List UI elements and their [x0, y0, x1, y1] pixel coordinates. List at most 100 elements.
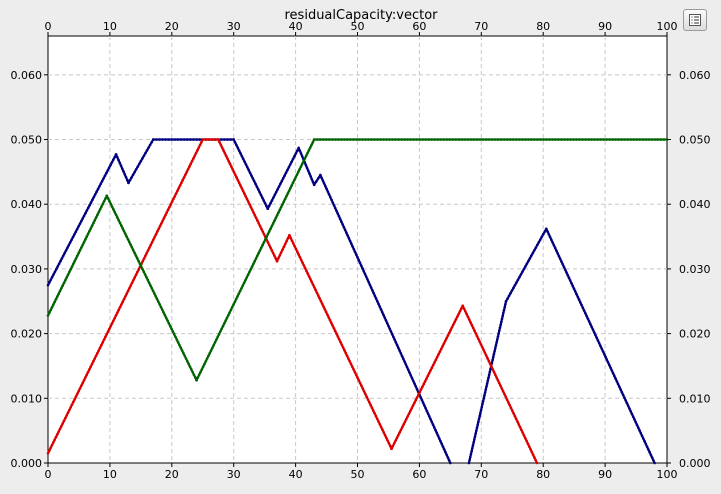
data-point — [204, 359, 208, 363]
data-point — [557, 254, 561, 258]
data-point — [370, 138, 373, 141]
data-point — [527, 445, 531, 448]
data-point — [274, 216, 278, 220]
data-point — [510, 409, 514, 412]
x-tick-label-top: 100 — [657, 20, 678, 33]
data-point — [511, 138, 515, 141]
data-point — [188, 365, 192, 368]
data-point — [388, 444, 392, 448]
data-point — [371, 409, 375, 412]
data-point — [412, 138, 415, 141]
data-point — [357, 379, 361, 382]
data-point — [270, 249, 274, 252]
data-point — [451, 138, 455, 141]
data-point — [312, 285, 316, 289]
data-point — [223, 151, 227, 155]
series-points-2 — [46, 138, 539, 465]
data-point — [458, 309, 462, 313]
data-point — [419, 395, 422, 399]
data-point — [414, 384, 417, 388]
data-point — [249, 205, 253, 209]
data-point — [333, 138, 337, 141]
data-point — [364, 392, 367, 396]
data-point — [144, 151, 147, 155]
data-point — [575, 138, 578, 141]
data-point — [133, 251, 136, 255]
data-point — [439, 138, 443, 141]
data-point — [424, 406, 427, 410]
data-point — [50, 443, 54, 447]
data-point — [226, 313, 230, 317]
data-point — [475, 426, 479, 430]
data-point — [327, 316, 330, 319]
data-point — [495, 376, 498, 379]
data-point — [653, 461, 656, 465]
data-point — [384, 319, 388, 322]
y-tick-label-right: 0.000 — [679, 457, 711, 470]
data-point — [578, 138, 581, 141]
data-point — [648, 450, 651, 454]
data-point — [129, 243, 132, 246]
data-point — [88, 368, 91, 371]
y-tick-label-right: 0.050 — [679, 134, 711, 147]
data-point — [372, 291, 375, 295]
data-point — [95, 190, 98, 194]
data-point — [225, 316, 229, 320]
data-point — [241, 284, 245, 287]
data-point — [363, 272, 367, 276]
series-points-1 — [467, 227, 656, 465]
data-point — [121, 227, 124, 230]
data-point — [77, 389, 80, 393]
data-point — [198, 138, 201, 141]
data-point — [425, 377, 428, 380]
data-point — [484, 138, 488, 141]
data-point — [447, 458, 451, 462]
data-point — [239, 184, 242, 187]
data-point — [442, 138, 446, 141]
data-point — [81, 217, 85, 220]
data-point — [46, 283, 50, 287]
data-point — [488, 370, 492, 374]
data-point — [217, 332, 221, 336]
data-point — [63, 251, 66, 255]
data-point — [357, 258, 361, 262]
data-point — [629, 409, 632, 413]
data-point — [286, 192, 290, 195]
data-point — [581, 138, 584, 141]
data-point — [257, 222, 261, 225]
data-point — [426, 412, 430, 415]
data-point — [560, 260, 563, 263]
data-point — [86, 232, 90, 236]
data-point — [403, 420, 407, 424]
data-point — [437, 437, 441, 440]
data-point — [148, 143, 152, 147]
data-point — [252, 211, 255, 214]
data-point — [534, 458, 538, 462]
chart-options-button[interactable] — [683, 9, 707, 31]
data-point — [314, 180, 318, 183]
data-point — [471, 326, 475, 330]
data-point — [404, 362, 408, 366]
data-point — [567, 276, 571, 280]
data-point — [529, 138, 533, 141]
data-point — [122, 170, 125, 173]
data-point — [510, 289, 514, 292]
data-point — [493, 347, 497, 350]
data-point — [454, 138, 458, 141]
data-point — [607, 363, 611, 367]
data-point — [80, 219, 83, 223]
data-point — [209, 349, 213, 352]
data-point — [258, 190, 261, 194]
data-point — [497, 332, 500, 335]
data-point — [62, 419, 66, 423]
data-point — [486, 379, 490, 382]
data-point — [271, 251, 275, 255]
data-point — [390, 332, 394, 336]
data-point — [519, 273, 523, 276]
data-point — [558, 257, 562, 261]
x-tick-label-top: 10 — [103, 20, 117, 33]
data-point — [221, 324, 225, 328]
data-point — [454, 317, 458, 321]
data-point — [167, 321, 171, 325]
data-point — [283, 197, 287, 201]
